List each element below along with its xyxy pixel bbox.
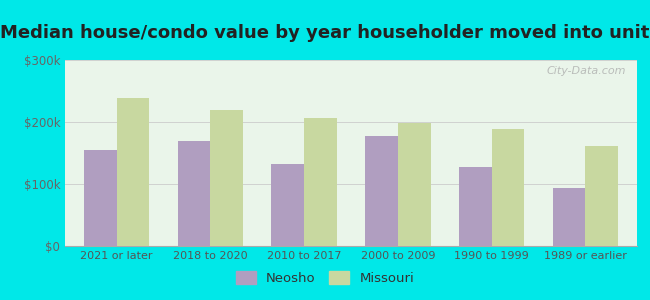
Bar: [586, 146, 618, 246]
Legend: Neosho, Missouri: Neosho, Missouri: [231, 266, 419, 290]
Text: City-Data.com: City-Data.com: [546, 66, 625, 76]
Text: Median house/condo value by year householder moved into unit: Median house/condo value by year househo…: [0, 24, 650, 42]
Bar: [398, 123, 431, 246]
Bar: [304, 118, 337, 246]
Bar: [177, 141, 211, 246]
Bar: [271, 164, 304, 246]
Bar: [491, 129, 525, 246]
Bar: [552, 188, 586, 246]
Bar: [84, 150, 116, 246]
Bar: [211, 110, 243, 246]
Bar: [459, 167, 491, 246]
Bar: [116, 98, 150, 246]
Bar: [365, 136, 398, 246]
